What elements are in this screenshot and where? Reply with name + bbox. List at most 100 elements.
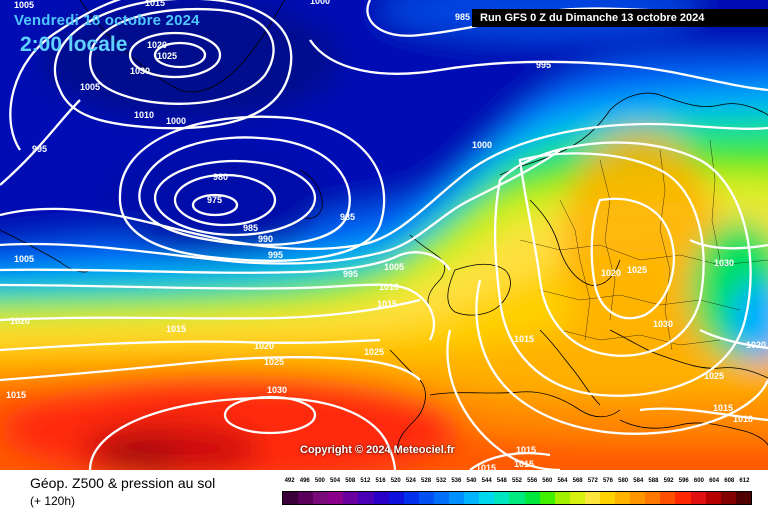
color-scale-swatch bbox=[615, 492, 631, 504]
color-scale-swatch bbox=[449, 492, 465, 504]
color-scale-label: 492 bbox=[284, 478, 295, 484]
isobar-label: 995 bbox=[536, 60, 551, 70]
color-scale-label: 568 bbox=[572, 478, 583, 484]
color-scale-swatch bbox=[373, 492, 389, 504]
color-scale-label: 572 bbox=[587, 478, 598, 484]
color-scale-label: 540 bbox=[466, 478, 477, 484]
weather-map: 1005 1015 1000 1020 1025 1030 1005 1010 … bbox=[0, 0, 768, 470]
isobar-label: 1015 bbox=[6, 390, 26, 400]
isobar-label: 1005 bbox=[14, 0, 34, 10]
isobar-label: 1015 bbox=[377, 299, 397, 309]
color-scale-label: 524 bbox=[405, 478, 416, 484]
color-scale-label: 516 bbox=[375, 478, 386, 484]
color-scale-label: 560 bbox=[542, 478, 553, 484]
isobar-label: 1015 bbox=[713, 403, 733, 413]
color-scale-swatch bbox=[630, 492, 646, 504]
color-scale-swatch bbox=[464, 492, 480, 504]
isobar-label: 1000 bbox=[166, 116, 186, 126]
color-scale-bar bbox=[282, 491, 752, 505]
color-scale-label: 608 bbox=[724, 478, 735, 484]
isobar-label: 1015 bbox=[516, 445, 536, 455]
isobar-label: 1025 bbox=[627, 265, 647, 275]
isobar-label: 1000 bbox=[472, 140, 492, 150]
isobar-label: 1005 bbox=[384, 262, 404, 272]
color-scale-label: 556 bbox=[527, 478, 538, 484]
isobar-label: 1010 bbox=[733, 414, 753, 424]
color-scale-swatch bbox=[328, 492, 344, 504]
isobar-label: 975 bbox=[207, 195, 222, 205]
color-scale-swatch bbox=[433, 492, 450, 504]
coastlines bbox=[0, 0, 768, 456]
color-scale-swatch bbox=[524, 492, 540, 504]
color-scale-label: 528 bbox=[421, 478, 432, 484]
color-scale-label: 584 bbox=[633, 478, 644, 484]
color-scale-swatch bbox=[283, 492, 299, 504]
isobar-labels: 1005 1015 1000 1020 1025 1030 1005 1010 … bbox=[6, 0, 766, 470]
isobar-label: 1010 bbox=[379, 282, 399, 292]
color-scale-swatch bbox=[690, 492, 706, 504]
isobar-label: 1010 bbox=[134, 110, 154, 120]
isobar-label: 1020 bbox=[147, 40, 167, 50]
color-scale-swatch bbox=[599, 492, 616, 504]
color-scale-label: 548 bbox=[496, 478, 507, 484]
geopotential-field: 1005 1015 1000 1020 1025 1030 1005 1010 … bbox=[0, 0, 768, 470]
color-scale-swatch bbox=[403, 492, 419, 504]
color-scale-swatch bbox=[569, 492, 585, 504]
color-scale-label: 612 bbox=[739, 478, 750, 484]
isobar-label: 995 bbox=[343, 269, 358, 279]
color-scale-swatch bbox=[343, 492, 359, 504]
borders bbox=[519, 139, 768, 351]
color-scale-label: 508 bbox=[345, 478, 356, 484]
color-scale-swatch bbox=[509, 492, 525, 504]
isobar-label: 1015 bbox=[514, 459, 534, 469]
isobar-label: 1025 bbox=[704, 371, 724, 381]
color-scale-label: 552 bbox=[511, 478, 523, 484]
isobar-label: 1025 bbox=[157, 51, 177, 61]
color-scale-swatch bbox=[313, 492, 329, 504]
color-scale-swatch bbox=[675, 492, 691, 504]
color-scale-swatch bbox=[494, 492, 510, 504]
color-scale-label: 500 bbox=[314, 478, 325, 484]
color-scale-label: 564 bbox=[557, 478, 568, 484]
isobar-label: 1020 bbox=[746, 340, 766, 350]
isobar-label: 985 bbox=[455, 12, 470, 22]
color-scale-label: 532 bbox=[436, 478, 447, 484]
color-scale-label: 504 bbox=[330, 478, 341, 484]
isobar-label: 1030 bbox=[714, 258, 734, 268]
isobar-label: 1005 bbox=[80, 82, 100, 92]
color-scale: 492 496 500 504 508 512 516 520 524 528 532 536 540 5… bbox=[282, 478, 752, 508]
isobar-label: 990 bbox=[258, 234, 273, 244]
color-scale-labels: 492 496 500 504 508 512 516 520 524 528 532 536 540 5… bbox=[282, 478, 752, 488]
legend-panel: Géop. Z500 & pression au sol (+ 120h) 49… bbox=[0, 470, 768, 512]
isobar-label: 1000 bbox=[310, 0, 330, 6]
isobar-label: 1020 bbox=[254, 341, 274, 351]
color-scale-swatch bbox=[298, 492, 314, 504]
color-scale-label: 496 bbox=[299, 478, 310, 484]
isobar-label: 1025 bbox=[364, 347, 384, 357]
run-info-banner: Run GFS 0 Z du Dimanche 13 octobre 2024 bbox=[472, 9, 768, 27]
color-scale-label: 592 bbox=[663, 478, 674, 484]
color-scale-swatch bbox=[720, 492, 736, 504]
color-scale-swatch bbox=[388, 492, 404, 504]
isobar-label: 1025 bbox=[264, 357, 284, 367]
isobar-label: 985 bbox=[243, 223, 258, 233]
isobar-label: 995 bbox=[32, 144, 47, 154]
color-scale-label: 604 bbox=[709, 478, 720, 484]
isobar-label: 1030 bbox=[653, 319, 673, 329]
isobar-label: 980 bbox=[213, 172, 228, 182]
isobar-label: 1020 bbox=[10, 316, 30, 326]
isobar-label: 995 bbox=[268, 250, 283, 260]
isobar-label: 1015 bbox=[514, 334, 534, 344]
isobar-label: 1030 bbox=[267, 385, 287, 395]
color-scale-label: 512 bbox=[360, 478, 371, 484]
color-scale-label: 520 bbox=[390, 478, 401, 484]
color-scale-label: 544 bbox=[481, 478, 492, 484]
copyright-notice: Copyright © 2024 Meteociel.fr bbox=[300, 444, 455, 456]
isobar-label: 1015 bbox=[166, 324, 186, 334]
forecast-date: Vendredi 18 octobre 2024 bbox=[14, 12, 200, 29]
color-scale-swatch bbox=[358, 492, 374, 504]
forecast-local-time: 2:00 locale bbox=[20, 33, 128, 56]
color-scale-label: 588 bbox=[648, 478, 659, 484]
color-scale-label: 580 bbox=[618, 478, 629, 484]
color-scale-label: 536 bbox=[451, 478, 462, 484]
